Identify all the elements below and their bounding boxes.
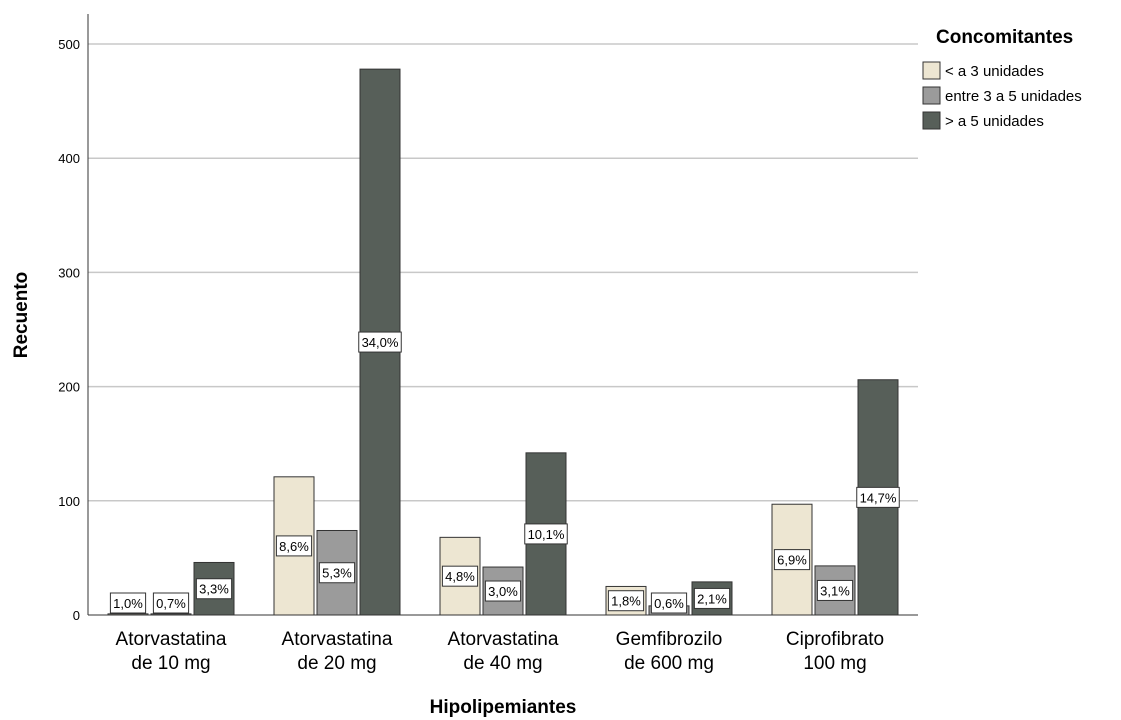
data-label-text: 3,1% — [820, 583, 850, 598]
data-label-text: 1,0% — [113, 596, 143, 611]
data-label-box — [693, 587, 731, 609]
data-label: 3,0% — [484, 580, 522, 602]
data-label-box — [275, 535, 313, 557]
data-label: 0,6% — [650, 592, 688, 614]
data-label-box — [650, 592, 688, 614]
data-label-box — [358, 331, 402, 353]
data-label-box — [816, 579, 854, 601]
x-tick-label-line: de 20 mg — [297, 653, 376, 674]
data-label-text: 6,9% — [777, 553, 807, 568]
data-label-text: 2,1% — [697, 591, 727, 606]
x-axis-title: Hipolipemiantes — [430, 697, 577, 718]
x-tick-label-line: Atorvastatina — [448, 629, 559, 650]
data-label-text: 5,3% — [322, 566, 352, 581]
data-label-text: 3,0% — [488, 584, 518, 599]
x-tick-label-line: Atorvastatina — [116, 629, 227, 650]
data-label: 1,0% — [109, 592, 147, 614]
y-tick-label: 300 — [58, 265, 80, 280]
data-label-text: 1,8% — [611, 594, 641, 609]
x-tick-label-line: de 10 mg — [131, 653, 210, 674]
data-label-text: 4,8% — [445, 569, 475, 584]
data-label-box — [109, 592, 147, 614]
x-tick-label-line: Ciprofibrato — [786, 629, 884, 650]
data-label: 3,1% — [816, 579, 854, 601]
y-tick-label: 100 — [58, 494, 80, 509]
legend-swatch — [922, 86, 941, 105]
data-label: 10,1% — [524, 523, 568, 545]
x-tick-label: Atorvastatina de 40 mg — [448, 629, 559, 674]
data-label-box — [856, 486, 900, 508]
data-label-box — [441, 565, 479, 587]
data-label-text: 34,0% — [362, 335, 399, 350]
data-label-box — [195, 578, 233, 600]
legend-label: entre 3 a 5 unidades — [945, 88, 1082, 105]
legend: Concomitantes < a 3 unidades entre 3 a 5 … — [922, 27, 1082, 130]
data-label: 8,6% — [275, 535, 313, 557]
data-label-text: 10,1% — [528, 527, 565, 542]
legend-label: > a 5 unidades — [945, 113, 1044, 130]
data-label-text: 0,7% — [156, 596, 186, 611]
x-tick-label: Atorvastatina de 10 mg — [116, 629, 227, 674]
x-tick-label-line: de 40 mg — [463, 653, 542, 674]
data-label-text: 14,7% — [860, 490, 897, 505]
data-label-box — [152, 592, 190, 614]
y-tick-label: 0 — [73, 608, 80, 623]
x-tick-label-line: Gemfibrozilo — [616, 629, 723, 650]
data-label: 1,8% — [607, 590, 645, 612]
data-label-box — [484, 580, 522, 602]
data-label-text: 8,6% — [279, 539, 309, 554]
x-tick-label: Gemfibrozilo de 600 mg — [616, 629, 723, 674]
data-label: 0,7% — [152, 592, 190, 614]
y-axis-title: Recuento — [11, 272, 32, 359]
legend-swatch — [922, 61, 941, 80]
x-axis-ticks: Atorvastatina de 10 mg Atorvastatina de 20 … — [116, 629, 885, 674]
x-tick-label-line: Atorvastatina — [282, 629, 393, 650]
data-label-box — [524, 523, 568, 545]
legend-title: Concomitantes — [936, 27, 1073, 48]
y-axis-ticks: 0 100 200 300 400 500 — [58, 37, 80, 623]
gridlines — [88, 43, 918, 502]
y-tick-label: 400 — [58, 151, 80, 166]
y-tick-label: 200 — [58, 380, 80, 395]
y-tick-label: 500 — [58, 37, 80, 52]
data-label: 4,8% — [441, 565, 479, 587]
data-label-box — [318, 562, 356, 584]
data-labels: 1,0% 0,7% 3,3% 8,6% 5,3% 34,0% 4,8% 3,0% 10,1% 1,… — [109, 331, 900, 614]
data-label-text: 3,3% — [199, 582, 229, 597]
data-label: 2,1% — [693, 587, 731, 609]
data-label: 14,7% — [856, 486, 900, 508]
legend-label: < a 3 unidades — [945, 63, 1044, 80]
data-label: 34,0% — [358, 331, 402, 353]
x-tick-label-line: de 600 mg — [624, 653, 714, 674]
data-label-text: 0,6% — [654, 596, 684, 611]
data-label-box — [773, 549, 811, 571]
x-tick-label: Ciprofibrato 100 mg — [786, 629, 884, 674]
data-label: 3,3% — [195, 578, 233, 600]
bars — [107, 68, 899, 616]
data-label-box — [607, 590, 645, 612]
x-tick-label: Atorvastatina de 20 mg — [282, 629, 393, 674]
legend-swatch — [922, 111, 941, 130]
x-tick-label-line: 100 mg — [803, 653, 866, 674]
data-label: 6,9% — [773, 549, 811, 571]
data-label: 5,3% — [318, 562, 356, 584]
axes — [87, 14, 918, 616]
